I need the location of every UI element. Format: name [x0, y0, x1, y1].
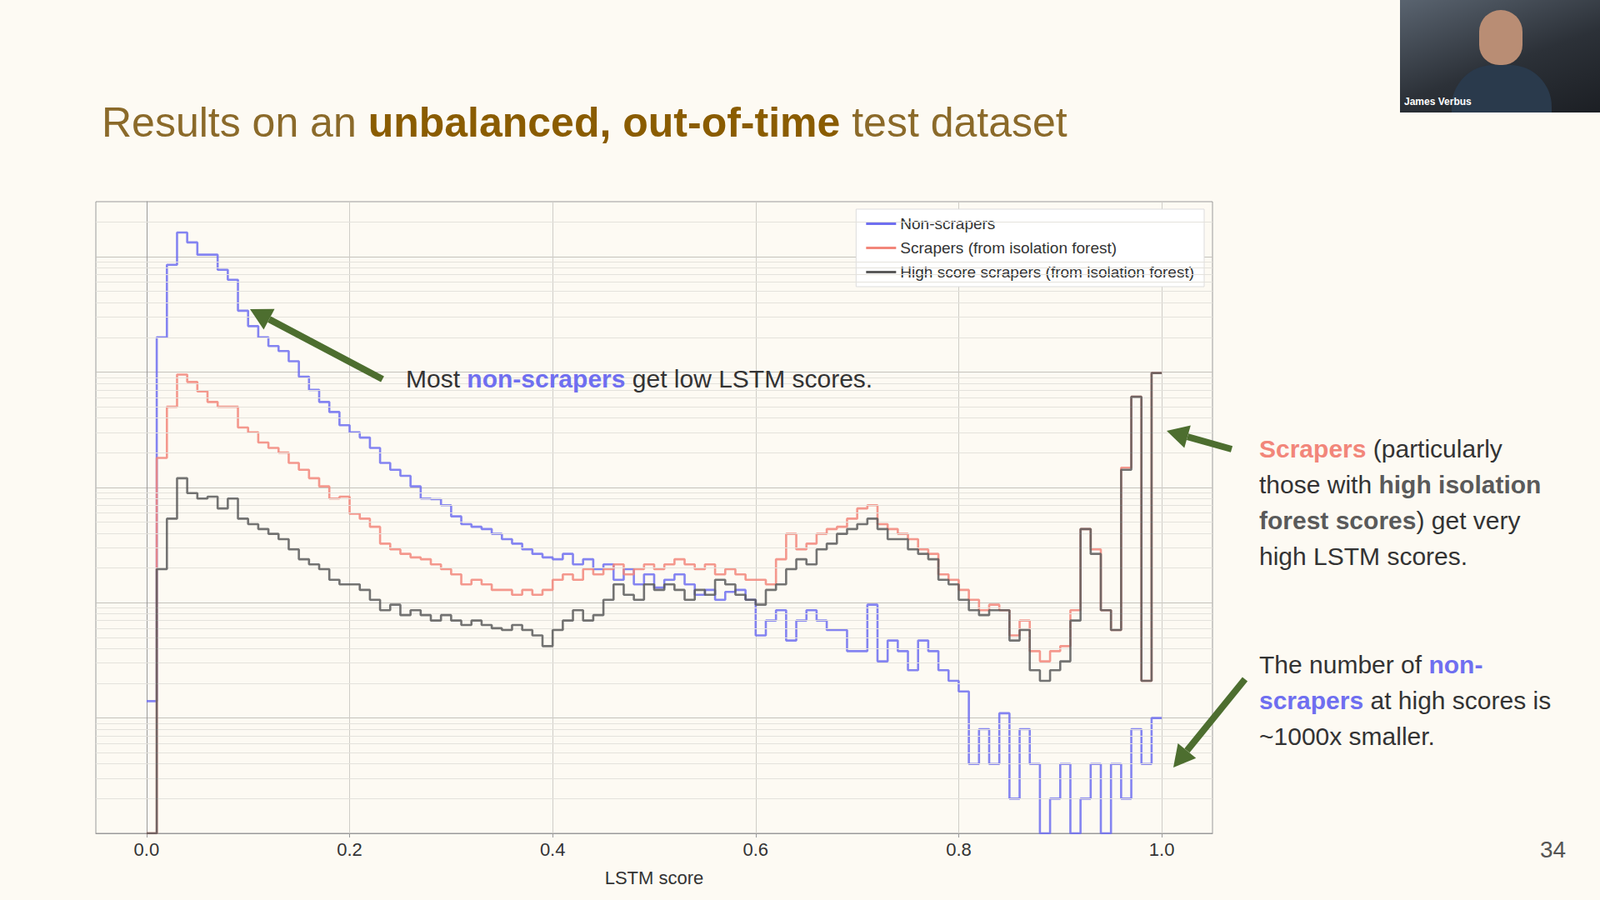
- html-text:Scrapers (particularly those w: Scrapers (particularly those with high i…: [1259, 435, 1542, 570]
- svg-text:0.0: 0.0: [134, 839, 160, 860]
- svg-text:0.6: 0.6: [743, 839, 770, 860]
- html-text:Most non-scrapers get low LSTM: Most non-scrapers get low LSTM scores.: [405, 365, 873, 393]
- svg-text:0.2: 0.2: [336, 839, 363, 860]
- svg-text:0.4: 0.4: [540, 839, 566, 860]
- html-text:James Verbus: James Verbus: [1404, 95, 1472, 108]
- html-text:Results on an unbalanced, out-: Results on an unbalanced, out-of-time te…: [101, 99, 1068, 146]
- html-text:34: 34: [1540, 836, 1566, 863]
- html-text:The number of non-scrapers at: The number of non-scrapers at high score…: [1259, 650, 1551, 750]
- svg-text:Non-scrapers: Non-scrapers: [900, 215, 995, 233]
- svg-text:LSTM score: LSTM score: [605, 867, 705, 889]
- svg-text:High score scrapers (from isol: High score scrapers (from isolation fore…: [900, 263, 1195, 281]
- svg-text:Scrapers (from isolation fores: Scrapers (from isolation forest): [900, 239, 1117, 257]
- svg-text:0.8: 0.8: [945, 839, 972, 860]
- svg-text:1.0: 1.0: [1149, 839, 1175, 860]
